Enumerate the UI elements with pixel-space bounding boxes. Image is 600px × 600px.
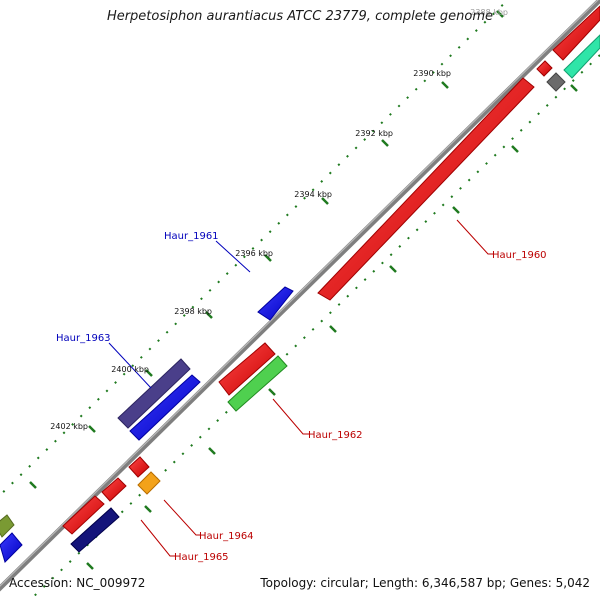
feature-block-red-top[interactable]: [552, 5, 600, 61]
tick-label: 2402 kbp: [50, 422, 88, 431]
tick-inner-7: [208, 447, 216, 455]
topology-label: Topology: circular; Length: 6,346,587 bp…: [260, 576, 590, 590]
leader-haur-1961: [215, 240, 251, 273]
gene-label-haur-1964[interactable]: Haur_1964: [199, 531, 254, 542]
feature-block-red-arrow[interactable]: [101, 477, 127, 502]
tick-outer-2396: [264, 254, 272, 262]
feature-block-teal-top[interactable]: [563, 34, 600, 79]
tick-label: 2400 kbp: [111, 365, 149, 374]
tick-outer-2400: [145, 369, 153, 377]
gene-label-haur-1963[interactable]: Haur_1963: [56, 333, 111, 344]
gene-label-haur-1965[interactable]: Haur_1965: [174, 552, 229, 563]
gene-label-haur-1962[interactable]: Haur_1962: [308, 430, 363, 441]
tick-outer-2402: [88, 425, 96, 433]
feature-block-forward-edge[interactable]: [0, 532, 23, 563]
gene-haur-1961-arrow[interactable]: [257, 286, 294, 321]
tick-outer-2398: [205, 311, 213, 319]
leader-haur-1963: [108, 342, 152, 389]
tick-label: 2398 kbp: [174, 307, 212, 316]
leader-haur-1960: [456, 219, 494, 255]
tick-inner-8: [144, 505, 152, 513]
tick-label: 2396 kbp: [235, 249, 273, 258]
tick-inner-4: [389, 265, 397, 273]
gene-haur-1963-arrow[interactable]: [129, 374, 201, 441]
label-leaders: [108, 219, 494, 557]
feature-block-red-long[interactable]: [62, 495, 105, 535]
accession-label: Accession: NC_009972: [9, 576, 146, 590]
tick-labels: 2388 kbp 2390 kbp 2392 kbp 2394 kbp 2396…: [50, 8, 508, 431]
feature-block-green[interactable]: [227, 355, 288, 412]
gene-haur-1960-arrow[interactable]: [317, 77, 535, 301]
gene-haur-1965-arrow[interactable]: [70, 507, 120, 553]
tick-inner-6: [268, 388, 276, 396]
feature-block-red-small[interactable]: [128, 456, 150, 478]
leader-haur-1964: [163, 499, 201, 536]
tick-outer-2388: [496, 10, 504, 18]
tick-label: 2392 kbp: [355, 129, 393, 138]
leader-haur-1962: [272, 398, 309, 435]
tick-outer-2394: [321, 197, 329, 205]
tick-inner-1: [570, 84, 578, 92]
forward-features: [0, 286, 294, 563]
tick-inner-5: [329, 325, 337, 333]
leader-haur-1965: [140, 519, 175, 557]
feature-block-red-mini[interactable]: [536, 60, 553, 77]
feature-block-purple[interactable]: [117, 358, 191, 429]
feature-block-olive[interactable]: [0, 514, 15, 538]
tick-outer-2390: [441, 81, 449, 89]
tick-label: 2388 kbp: [470, 8, 508, 17]
gene-label-haur-1960[interactable]: Haur_1960: [492, 250, 547, 261]
gene-haur-1964-arrow[interactable]: [137, 471, 161, 495]
gene-label-haur-1961[interactable]: Haur_1961: [164, 231, 219, 242]
tick-label: 2390 kbp: [413, 69, 451, 78]
major-ticks: [29, 10, 578, 570]
tick-label: 2394 kbp: [294, 190, 332, 199]
reverse-features: [62, 5, 600, 553]
map-title: Herpetosiphon aurantiacus ATCC 23779, co…: [106, 9, 494, 24]
gene-haur-1962-arrow[interactable]: [218, 342, 276, 396]
tick-inner-9: [86, 562, 94, 570]
tick-inner-3: [452, 206, 460, 214]
feature-block-gray[interactable]: [546, 72, 566, 92]
tick-outer-2404: [29, 481, 37, 489]
tick-inner-2: [511, 145, 519, 153]
gene-labels: Haur_1961 Haur_1963 Haur_1960 Haur_1962 …: [56, 231, 547, 563]
tick-outer-2392: [381, 139, 389, 147]
